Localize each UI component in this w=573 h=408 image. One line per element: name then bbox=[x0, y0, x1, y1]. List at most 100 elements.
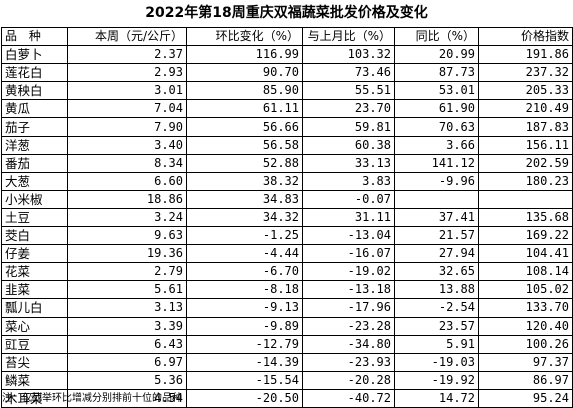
cell-wow: 61.11 bbox=[186, 99, 303, 119]
cell-name: 小米椒 bbox=[1, 189, 68, 209]
table-row: 瓢儿白 3.13 -9.13 -17.96 -2.54 133.70 bbox=[1, 298, 573, 318]
cell-yoy: -19.92 bbox=[394, 370, 479, 390]
cell-yoy bbox=[394, 189, 479, 209]
table-row: 黄瓜 7.04 61.11 23.70 61.90 210.49 bbox=[1, 99, 573, 119]
cell-yoy: 70.63 bbox=[394, 117, 479, 137]
price-table: 品 种 本周（元/公斤） 环比变化（%） 与上月比（%） 同比（%） 价格指数 … bbox=[1, 26, 573, 408]
cell-yoy: -9.96 bbox=[394, 171, 479, 191]
cell-yoy: 61.90 bbox=[394, 99, 479, 119]
header-row: 品 种 本周（元/公斤） 环比变化（%） 与上月比（%） 同比（%） 价格指数 bbox=[1, 26, 573, 47]
header-price: 本周（元/公斤） bbox=[67, 26, 187, 47]
cell-yoy: 13.88 bbox=[394, 280, 479, 300]
cell-index: 104.41 bbox=[478, 244, 573, 264]
cell-name: 黄瓜 bbox=[1, 99, 68, 119]
table-row: 洋葱 3.40 56.58 60.38 3.66 156.11 bbox=[1, 135, 573, 155]
cell-index: 120.40 bbox=[478, 316, 573, 336]
cell-yoy: -2.54 bbox=[394, 298, 479, 318]
cell-mom: 73.46 bbox=[302, 63, 395, 83]
cell-yoy: 20.99 bbox=[394, 45, 479, 65]
cell-wow: 56.66 bbox=[186, 117, 303, 137]
cell-yoy: 87.73 bbox=[394, 63, 479, 83]
cell-index: 135.68 bbox=[478, 207, 573, 228]
cell-index: 202.59 bbox=[478, 153, 573, 173]
cell-price: 19.36 bbox=[67, 244, 187, 264]
table-row: 仔姜 19.36 -4.44 -16.07 27.94 104.41 bbox=[1, 244, 573, 264]
cell-name: 瓢儿白 bbox=[1, 298, 68, 318]
table-row: 木耳菜 4.54 -20.50 -40.72 14.72 95.24 bbox=[1, 388, 573, 408]
cell-name: 花菜 bbox=[1, 262, 68, 282]
cell-price: 3.24 bbox=[67, 207, 187, 228]
cell-price: 3.39 bbox=[67, 316, 187, 336]
cell-yoy: 14.72 bbox=[394, 388, 479, 408]
cell-index: 191.86 bbox=[478, 45, 573, 65]
cell-yoy: 23.57 bbox=[394, 316, 479, 336]
cell-index: 105.02 bbox=[478, 280, 573, 300]
header-wow: 环比变化（%） bbox=[186, 26, 303, 47]
cell-name: 菜心 bbox=[1, 316, 68, 336]
cell-price: 5.36 bbox=[67, 370, 187, 390]
table-row: 白萝卜 2.37 116.99 103.32 20.99 191.86 bbox=[1, 45, 573, 65]
header-name: 品 种 bbox=[1, 26, 68, 47]
cell-price: 6.60 bbox=[67, 171, 187, 191]
cell-wow: 38.32 bbox=[186, 171, 303, 191]
cell-wow: -15.54 bbox=[186, 370, 303, 390]
cell-index: 205.33 bbox=[478, 81, 573, 101]
cell-mom: -40.72 bbox=[302, 388, 395, 408]
cell-wow: -9.89 bbox=[186, 316, 303, 336]
cell-mom: -19.02 bbox=[302, 262, 395, 282]
cell-wow: -12.79 bbox=[186, 334, 303, 354]
cell-mom: 33.13 bbox=[302, 153, 395, 173]
cell-mom: 59.81 bbox=[302, 117, 395, 137]
cell-yoy: 5.91 bbox=[394, 334, 479, 354]
cell-wow: 116.99 bbox=[186, 45, 303, 65]
cell-price: 2.93 bbox=[67, 63, 187, 83]
cell-wow: -8.18 bbox=[186, 280, 303, 300]
cell-price: 6.97 bbox=[67, 352, 187, 372]
cell-index: 97.37 bbox=[478, 352, 573, 372]
table-row: 莲花白 2.93 90.70 73.46 87.73 237.32 bbox=[1, 63, 573, 83]
cell-mom: 60.38 bbox=[302, 135, 395, 155]
cell-index: 210.49 bbox=[478, 99, 573, 119]
header-mom: 与上月比（%） bbox=[302, 26, 395, 47]
cell-name: 大葱 bbox=[1, 171, 68, 191]
header-index: 价格指数 bbox=[478, 26, 573, 47]
cell-name: 莲花白 bbox=[1, 63, 68, 83]
table-row: 小米椒 18.86 34.83 -0.07 bbox=[1, 189, 573, 209]
cell-name: 土豆 bbox=[1, 207, 68, 228]
cell-mom: -23.93 bbox=[302, 352, 395, 372]
cell-wow: 34.32 bbox=[186, 207, 303, 228]
cell-index: 237.32 bbox=[478, 63, 573, 83]
cell-wow: 56.58 bbox=[186, 135, 303, 155]
cell-yoy: 3.66 bbox=[394, 135, 479, 155]
cell-price: 3.40 bbox=[67, 135, 187, 155]
table-row: 豇豆 6.43 -12.79 -34.80 5.91 100.26 bbox=[1, 334, 573, 354]
cell-mom: 23.70 bbox=[302, 99, 395, 119]
cell-price: 3.01 bbox=[67, 81, 187, 101]
table-row: 黄秧白 3.01 85.90 55.51 53.01 205.33 bbox=[1, 81, 573, 101]
cell-index: 156.11 bbox=[478, 135, 573, 155]
cell-wow: -9.13 bbox=[186, 298, 303, 318]
table-row: 大葱 6.60 38.32 3.83 -9.96 180.23 bbox=[1, 171, 573, 191]
cell-price: 6.43 bbox=[67, 334, 187, 354]
cell-wow: -20.50 bbox=[186, 388, 303, 408]
cell-wow: -14.39 bbox=[186, 352, 303, 372]
cell-price: 5.61 bbox=[67, 280, 187, 300]
cell-name: 番茄 bbox=[1, 153, 68, 173]
footnote: 注：仅列举环比增减分别排前十位的品种 bbox=[2, 393, 182, 404]
cell-index: 133.70 bbox=[478, 298, 573, 318]
cell-mom: 3.83 bbox=[302, 171, 395, 191]
cell-yoy: 53.01 bbox=[394, 81, 479, 101]
cell-wow: 52.88 bbox=[186, 153, 303, 173]
cell-price: 9.63 bbox=[67, 226, 187, 246]
table-title: 2022年第18周重庆双福蔬菜批发价格及变化 bbox=[145, 5, 428, 21]
cell-price: 7.90 bbox=[67, 117, 187, 137]
cell-index: 86.97 bbox=[478, 370, 573, 390]
cell-mom: -17.96 bbox=[302, 298, 395, 318]
cell-yoy: 37.41 bbox=[394, 207, 479, 228]
cell-yoy: 21.57 bbox=[394, 226, 479, 246]
table-row: 茄子 7.90 56.66 59.81 70.63 187.83 bbox=[1, 117, 573, 137]
cell-mom: -23.28 bbox=[302, 316, 395, 336]
cell-price: 2.37 bbox=[67, 45, 187, 65]
cell-mom: -13.18 bbox=[302, 280, 395, 300]
